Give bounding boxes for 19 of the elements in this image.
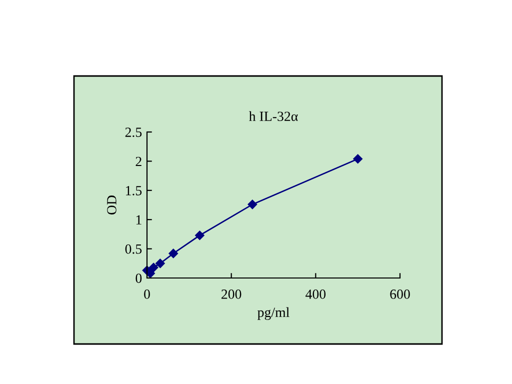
point — [248, 200, 258, 210]
y-tick-label: 0 — [136, 274, 142, 283]
point — [168, 248, 178, 258]
y-tick-label: 2 — [136, 156, 142, 166]
x-tick-label: 200 — [222, 290, 242, 299]
point — [156, 258, 165, 268]
y-tick-label: 1.5 — [126, 186, 142, 196]
y-tick-label: 1 — [136, 215, 142, 224]
x-tick-label: 0 — [144, 290, 150, 299]
y-axis-title: OD — [107, 196, 116, 214]
y-tick-label: 0.5 — [125, 244, 142, 254]
x-tick-label: 400 — [306, 290, 326, 299]
point — [195, 230, 204, 240]
point — [148, 262, 158, 272]
x-axis-title: pg/ml — [258, 307, 290, 320]
y-tick-label: 2.5 — [125, 128, 142, 138]
chart-title: h IL-32α — [248, 111, 298, 122]
point — [353, 154, 362, 164]
x-tick-label: 600 — [390, 290, 410, 299]
